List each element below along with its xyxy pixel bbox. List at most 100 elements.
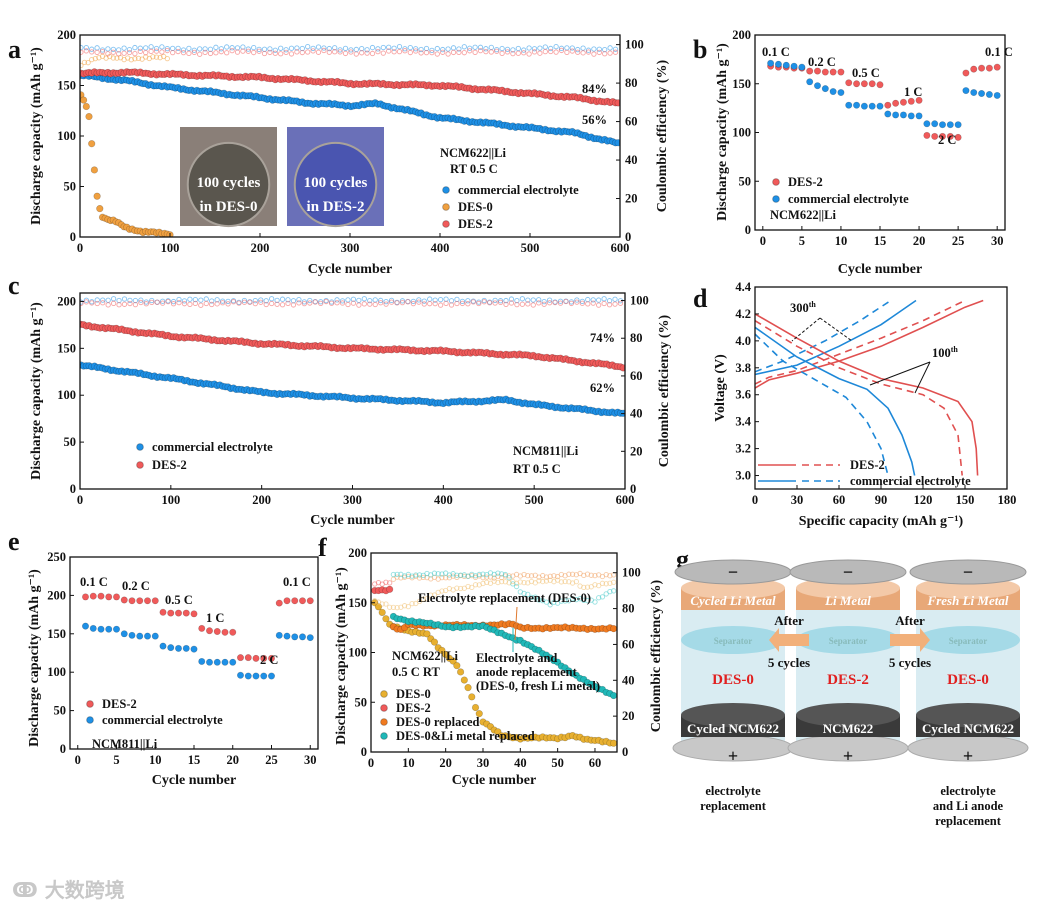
data-point-des-2-ce (202, 49, 208, 56)
data-point-des-0 (449, 657, 457, 665)
arrow-left: After 5 cycles (768, 613, 810, 670)
data-point-commercial-electrolyte-ce (432, 297, 438, 303)
cell-caption: electrolyte (940, 784, 996, 798)
arrow-label: After (774, 613, 804, 628)
data-point-des-0-ce (495, 579, 501, 586)
data-point-commercial-electrolyte-ce (367, 298, 373, 304)
data-point-des-2-ce (224, 50, 230, 56)
anode-label: Li Metal (824, 593, 871, 608)
x-tick-label: 0 (752, 493, 758, 507)
data-point-commercial-electrolyte-ce (318, 299, 324, 305)
data-point-des-2-ce (481, 299, 487, 305)
data-point-des-2 (198, 624, 206, 632)
data-point-des-0-li-metal-replaced-ce (499, 571, 505, 577)
data-point-commercial-electrolyte (206, 658, 214, 666)
data-point-des-2-ce (504, 49, 511, 55)
data-point-des-2-ce (283, 49, 289, 55)
y2-tick-label: 40 (625, 153, 638, 167)
data-point-commercial-electrolyte (985, 90, 993, 98)
data-point-commercial-electrolyte (213, 658, 221, 666)
y2-tick-label: 60 (630, 369, 643, 383)
data-point-commercial-electrolyte-ce (504, 46, 511, 52)
series-layer (767, 59, 1001, 141)
data-point-des-2-ce (181, 301, 188, 307)
data-point-des-0-ce (110, 55, 116, 61)
data-point-commercial-electrolyte (128, 631, 136, 639)
data-point-des-2-ce (110, 49, 116, 55)
data-point-des-2-ce (476, 300, 482, 307)
data-point-commercial-electrolyte-ce (497, 298, 504, 304)
data-point-des-2-ce (510, 50, 516, 57)
series-line-commercial-100th-charge (755, 299, 917, 376)
x-tick-label: 40 (514, 756, 527, 770)
data-point-commercial-electrolyte (782, 61, 790, 69)
data-point-commercial-electrolyte (923, 120, 931, 128)
data-point-des-2 (283, 597, 291, 605)
data-point-des-2-ce (132, 50, 138, 57)
data-point-commercial-electrolyte-ce (290, 298, 297, 304)
data-point-des-2-ce (521, 50, 527, 56)
data-point-des-0-ce (431, 592, 438, 598)
annotation-text: RT 0.5 C (513, 462, 561, 476)
data-point-commercial-electrolyte-ce (579, 298, 585, 305)
y-tick-label: 3.2 (735, 442, 751, 456)
x-tick-label: 60 (833, 493, 846, 507)
data-point-des-2-ce (356, 302, 362, 308)
data-point-des-2 (167, 609, 175, 617)
y-tick-label: 3.8 (735, 361, 751, 375)
data-point-des-2-ce (508, 300, 515, 306)
data-point-commercial-electrolyte-ce (241, 297, 248, 304)
data-point-des-2-ce (334, 300, 340, 306)
data-point-commercial-electrolyte-ce (508, 296, 515, 302)
data-point-des-2-ce (241, 299, 248, 305)
legend-label: DES-2 (850, 458, 885, 472)
annotation-text: NCM622||Li (770, 208, 836, 222)
data-point-des-2-ce (261, 50, 268, 57)
data-point-commercial-electrolyte-ce (225, 298, 231, 305)
data-point-des-2-ce (494, 48, 500, 54)
data-point-commercial-electrolyte-ce (488, 44, 494, 51)
legend-label: DES-0 (458, 200, 493, 214)
data-point-commercial-electrolyte-ce (94, 45, 100, 51)
data-point-commercial-electrolyte-ce (160, 298, 166, 304)
y-tick-label: 0 (70, 230, 76, 244)
data-point-commercial-electrolyte-ce (100, 297, 106, 303)
arrow-right: After 5 cycles (889, 613, 931, 670)
x-tick-label: 100 (161, 241, 180, 255)
annotation-text: 1 C (904, 85, 922, 99)
data-point-des-2 (190, 610, 198, 618)
data-point-des-2 (876, 81, 884, 89)
y-tick-label: 200 (57, 294, 76, 308)
data-point-des-0-ce (409, 600, 415, 607)
data-point-commercial-electrolyte-ce (353, 46, 359, 53)
data-point-des-0-li-metal-replaced-ce (416, 572, 423, 578)
data-point-des-0-ce (405, 604, 411, 610)
data-point-des-2-ce (515, 50, 521, 56)
data-point-commercial-electrolyte-ce (596, 46, 602, 52)
x-tick-label: 200 (251, 241, 270, 255)
data-point-commercial-electrolyte-ce (258, 297, 264, 303)
data-point-des-0-li-metal-replaced-ce (390, 571, 397, 578)
data-point-commercial-electrolyte-ce (585, 47, 592, 53)
data-point-des-2-ce (165, 298, 171, 305)
annotation-leader-300th (791, 317, 821, 342)
data-point-commercial-electrolyte (868, 102, 876, 110)
y2-tick-label: 40 (622, 673, 635, 687)
data-point-des-2-ce (89, 49, 95, 55)
data-point-des-2 (120, 596, 128, 604)
data-point-des-2-ce (294, 49, 300, 55)
data-point-des-2-ce (421, 301, 427, 307)
data-point-commercial-electrolyte (954, 121, 962, 129)
x-axis-label: Cycle number (310, 513, 394, 528)
data-point-des-2-ce (432, 301, 438, 307)
data-point-des-2-ce (342, 50, 349, 57)
data-point-commercial-electrolyte-ce (269, 296, 275, 302)
data-point-des-2-ce (470, 299, 476, 305)
data-point-commercial-electrolyte-ce (380, 44, 386, 51)
data-point-des-2-ce (153, 48, 160, 54)
data-point-commercial-electrolyte-ce (445, 46, 451, 52)
data-point-des-2 (144, 597, 152, 605)
data-point-des-0-ce (584, 584, 591, 590)
annotation-text: 0.1 C (283, 575, 311, 589)
